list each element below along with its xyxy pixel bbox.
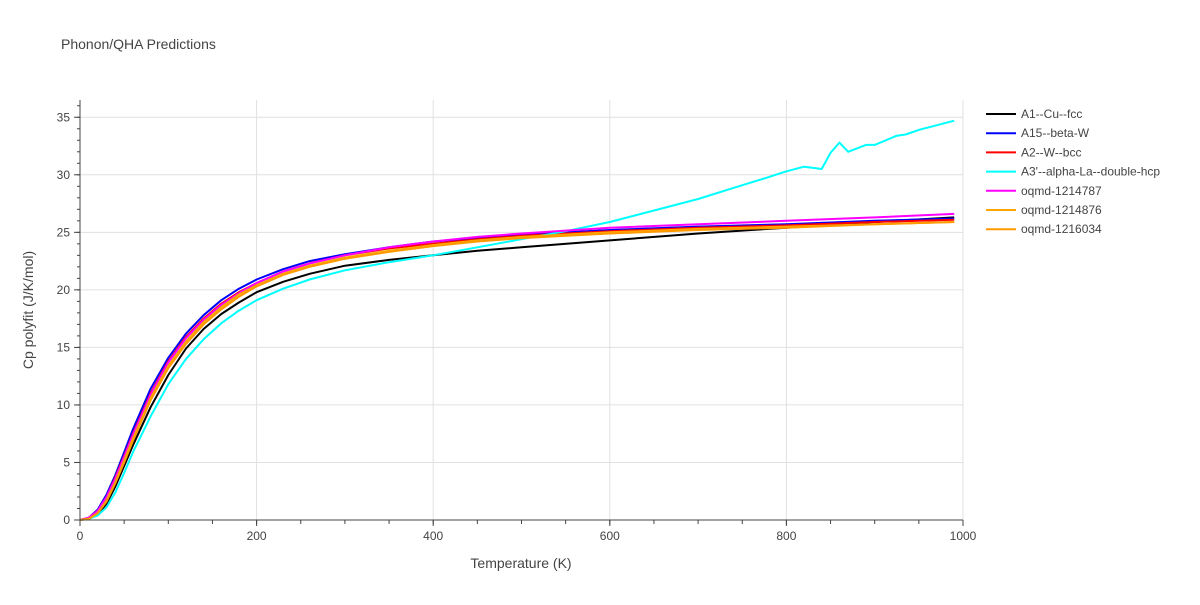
chart-title: Phonon/QHA Predictions (61, 36, 216, 52)
y-tick-label: 10 (57, 398, 71, 412)
x-tick-label: 0 (77, 529, 84, 543)
y-tick-label: 35 (57, 110, 71, 124)
legend: A1--Cu--fcc A15--beta-W A2--W--bcc A3'--alp… (986, 107, 1160, 236)
legend-label: oqmd-1214787 (1021, 184, 1102, 198)
x-tick-label: 400 (423, 529, 443, 543)
gridlines (80, 100, 964, 520)
series-line-4 (79, 119, 955, 521)
legend-label: oqmd-1216034 (1021, 222, 1102, 236)
legend-label: oqmd-1214876 (1021, 203, 1102, 217)
y-axis-label: Cp polyfit (J/K/mol) (20, 251, 36, 369)
legend-label: A2--W--bcc (1021, 145, 1081, 159)
y-tick-label: 15 (57, 340, 71, 354)
series-line-6 (79, 221, 955, 521)
series-line-7 (79, 221, 955, 521)
y-tick-label: 5 (63, 455, 70, 469)
y-tick-label: 30 (57, 168, 71, 182)
series-line-3 (79, 218, 955, 521)
x-tick-label: 200 (247, 529, 267, 543)
x-tick-label: 1000 (950, 529, 977, 543)
x-axis-label: Temperature (K) (470, 555, 571, 571)
series-line-1 (79, 216, 955, 521)
y-tick-label: 25 (57, 225, 71, 239)
series-line-2 (79, 217, 955, 521)
legend-label: A15--beta-W (1021, 126, 1090, 140)
plot-area (79, 119, 955, 521)
series-line-5 (79, 212, 955, 521)
axes: 0 200 400 600 800 1000 0 5 10 15 20 25 30 35 (57, 100, 977, 543)
legend-label: A3'--alpha-La--double-hcp (1021, 165, 1160, 179)
y-tick-label: 0 (63, 513, 70, 527)
legend-label: A1--Cu--fcc (1021, 107, 1082, 121)
x-tick-label: 800 (776, 529, 796, 543)
x-tick-label: 600 (600, 529, 620, 543)
y-tick-label: 20 (57, 283, 71, 297)
